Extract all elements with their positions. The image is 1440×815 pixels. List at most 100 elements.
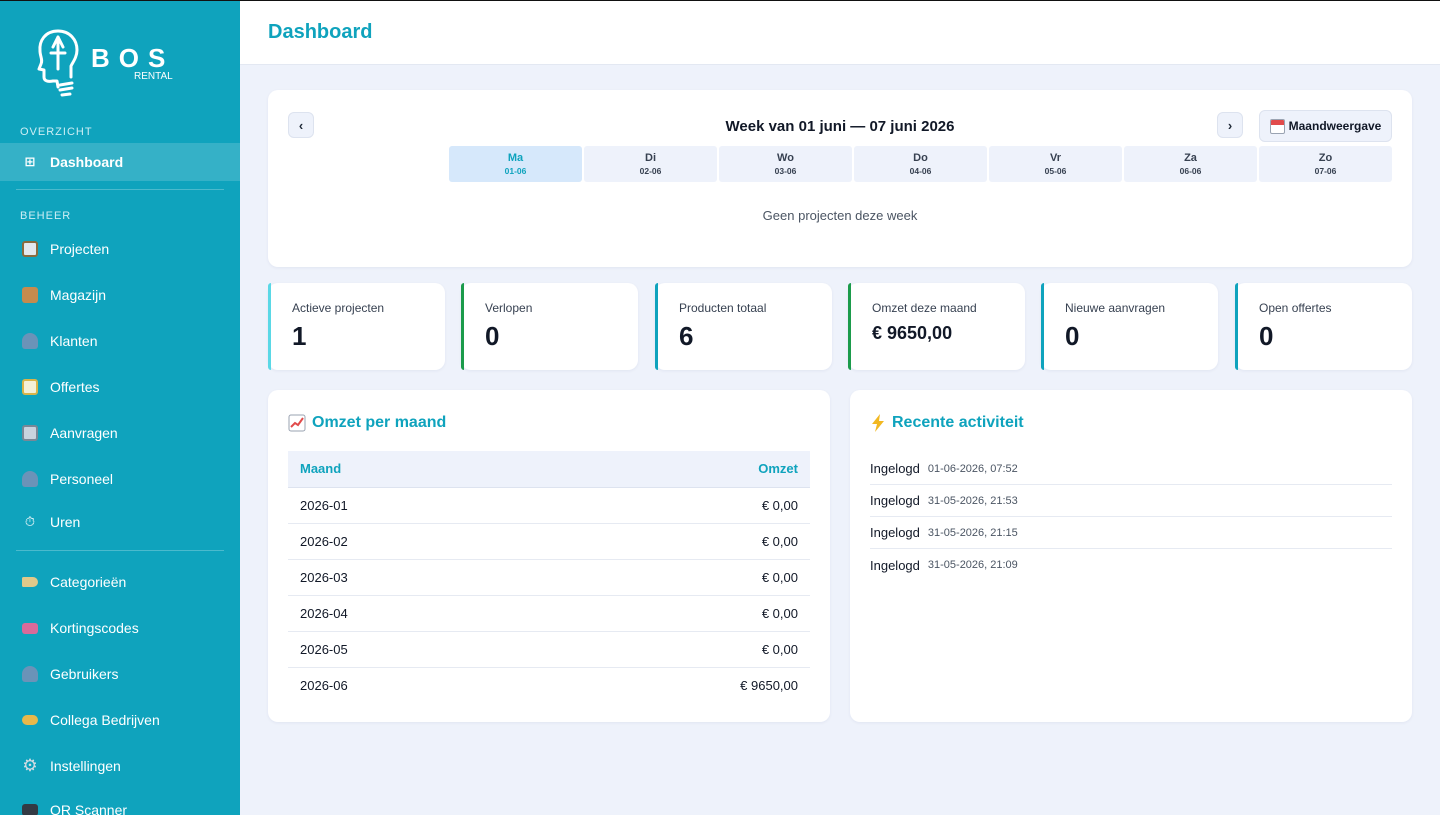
stat-card-actieve-projecten[interactable]: Actieve projecten 1 — [268, 283, 445, 370]
row-amount: € 0,00 — [531, 559, 810, 596]
sidebar-item-instellingen[interactable]: ⚙ Instellingen — [0, 747, 240, 785]
sidebar-item-label: Uren — [50, 514, 81, 530]
table-row: 2026-06 € 9650,00 — [288, 667, 810, 703]
next-week-button[interactable]: › — [1217, 112, 1243, 138]
day-name: Do — [913, 152, 928, 164]
sidebar-item-gebruikers[interactable]: Gebruikers — [0, 655, 240, 693]
package-icon — [20, 285, 40, 305]
sidebar-item-collega-bedrijven[interactable]: Collega Bedrijven — [0, 701, 240, 739]
row-amount: € 0,00 — [531, 487, 810, 524]
monitor-icon — [20, 800, 40, 815]
inbox-icon — [20, 423, 40, 443]
col-header-revenue[interactable]: Omzet — [531, 451, 810, 488]
sidebar-item-aanvragen[interactable]: Aanvragen — [0, 414, 240, 452]
day-date: 04-06 — [909, 166, 932, 176]
stat-value: 0 — [1065, 321, 1080, 351]
list-item: Ingelogd 31-05-2026, 21:15 — [870, 517, 1392, 549]
bos-logo[interactable]: BOS RENTAL — [36, 25, 186, 101]
page-title: Dashboard — [268, 21, 373, 43]
list-item: Ingelogd 01-06-2026, 07:52 — [870, 453, 1392, 485]
day-cell-di[interactable]: Di 02-06 — [584, 146, 717, 182]
day-name: Zo — [1318, 152, 1333, 164]
stat-label: Producten totaal — [679, 301, 767, 315]
panel-title: Omzet per maand — [288, 414, 446, 432]
day-name: Za — [1184, 152, 1197, 164]
sidebar-item-projecten[interactable]: Projecten — [0, 230, 240, 268]
activity-action: Ingelogd — [870, 493, 920, 508]
activity-list: Ingelogd 01-06-2026, 07:52 Ingelogd 31-05-… — [870, 453, 1392, 581]
brand-sub: RENTAL — [134, 71, 173, 82]
row-month: 2026-03 — [288, 559, 532, 596]
clipboard-icon — [20, 239, 40, 259]
chart-up-icon — [288, 414, 306, 432]
activity-panel: Recente activiteit Ingelogd 01-06-2026, 0… — [850, 390, 1412, 722]
revenue-title: Omzet per maand — [312, 414, 447, 431]
sidebar-item-label: Dashboard — [50, 154, 124, 170]
sidebar-item-personeel[interactable]: Personeel — [0, 460, 240, 498]
sidebar-item-qr-scanner[interactable]: QR Scanner — [0, 791, 240, 815]
stat-card-nieuwe-aanvragen[interactable]: Nieuwe aanvragen 0 — [1041, 283, 1218, 370]
day-date: 06-06 — [1179, 166, 1202, 176]
sidebar-item-label: Categorieën — [50, 574, 127, 590]
col-header-month[interactable]: Maand — [288, 451, 532, 488]
sidebar-item-uren[interactable]: ⏱ Uren — [0, 503, 240, 541]
sidebar-item-categorieen[interactable]: Categorieën — [0, 563, 240, 601]
day-cell-zo[interactable]: Zo 07-06 — [1259, 146, 1392, 182]
row-amount: € 0,00 — [531, 595, 810, 632]
empty-week-message: Geen projecten deze week — [762, 208, 918, 223]
day-cell-ma[interactable]: Ma 01-06 — [449, 146, 582, 182]
month-view-button[interactable]: Maandweergave — [1259, 110, 1392, 142]
stat-card-omzet-deze-maand[interactable]: Omzet deze maand € 9650,00 — [848, 283, 1025, 370]
sidebar-item-magazijn[interactable]: Magazijn — [0, 276, 240, 314]
stat-card-producten-totaal[interactable]: Producten totaal 6 — [655, 283, 832, 370]
day-cell-do[interactable]: Do 04-06 — [854, 146, 987, 182]
day-date: 01-06 — [504, 166, 527, 176]
sidebar-item-label: Kortingscodes — [50, 620, 139, 636]
stat-value: 6 — [679, 321, 694, 351]
panel-title: Recente activiteit — [870, 414, 1024, 432]
day-cell-vr[interactable]: Vr 05-06 — [989, 146, 1122, 182]
activity-action: Ingelogd — [870, 557, 920, 573]
users-icon — [20, 469, 40, 489]
month-view-label: Maandweergave — [1288, 119, 1382, 133]
day-cell-wo[interactable]: Wo 03-06 — [719, 146, 852, 182]
sidebar-item-label: Personeel — [50, 471, 114, 487]
day-cell-za[interactable]: Za 06-06 — [1124, 146, 1257, 182]
table-row: 2026-03 € 0,00 — [288, 559, 810, 596]
table-row: 2026-05 € 0,00 — [288, 631, 810, 668]
list-item: Ingelogd 31-05-2026, 21:53 — [870, 485, 1392, 517]
sidebar-item-kortingscodes[interactable]: Kortingscodes — [0, 609, 240, 647]
sidebar-item-dashboard[interactable]: ⊞ Dashboard — [0, 143, 240, 181]
stat-card-verlopen[interactable]: Verlopen 0 — [461, 283, 638, 370]
brand-name: BOS — [91, 43, 174, 73]
row-month: 2026-01 — [288, 487, 532, 524]
stat-label: Actieve projecten — [292, 301, 385, 315]
stat-value: 0 — [1259, 321, 1274, 351]
ticket-icon — [20, 618, 40, 638]
nav-section-overzicht: OVERZICHT — [20, 126, 93, 138]
stopwatch-icon: ⏱ — [24, 514, 36, 529]
activity-time: 31-05-2026, 21:09 — [927, 559, 1018, 571]
sidebar-item-label: Klanten — [50, 333, 98, 349]
activity-time: 01-06-2026, 07:52 — [927, 462, 1018, 475]
stat-accent-bar — [1235, 283, 1238, 370]
day-name: Wo — [777, 152, 794, 164]
stat-accent-bar — [848, 283, 851, 370]
sidebar-item-klanten[interactable]: Klanten — [0, 322, 240, 360]
handshake-icon — [20, 710, 40, 730]
memo-icon — [20, 377, 40, 397]
activity-action: Ingelogd — [870, 525, 920, 540]
prev-week-button[interactable]: ‹ — [288, 112, 314, 138]
stat-card-open-offertes[interactable]: Open offertes 0 — [1235, 283, 1412, 370]
row-month: 2026-02 — [288, 523, 532, 560]
activity-time: 31-05-2026, 21:15 — [927, 526, 1018, 539]
day-date: 03-06 — [774, 166, 797, 176]
sidebar-item-label: Gebruikers — [50, 666, 119, 682]
sidebar-item-label: Offertes — [50, 379, 100, 395]
stat-label: Nieuwe aanvragen — [1065, 301, 1166, 315]
row-amount: € 0,00 — [531, 631, 810, 668]
week-title: Week van 01 juni — 07 juni 2026 — [725, 118, 955, 135]
day-name: Vr — [1049, 152, 1061, 164]
sidebar-item-offertes[interactable]: Offertes — [0, 368, 240, 406]
sidebar-item-label: Collega Bedrijven — [50, 712, 160, 728]
